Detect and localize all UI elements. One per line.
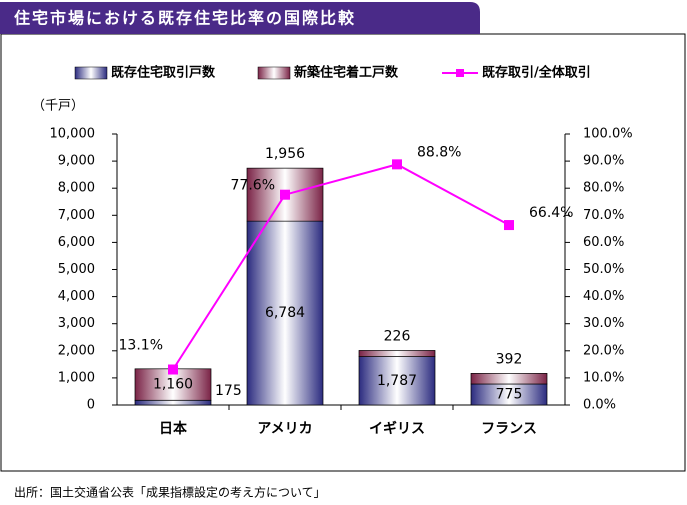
data-label: 175 <box>215 383 242 399</box>
x-tick-label: イギリス <box>369 420 425 437</box>
ratio-line <box>172 163 510 371</box>
y2-tick-label: 0.0% <box>583 398 616 413</box>
x-tick-label: 日本 <box>159 420 188 437</box>
y-tick-label: 1,000 <box>58 370 95 385</box>
y2-tick-label: 70.0% <box>583 208 624 223</box>
ratio-marker <box>280 189 290 200</box>
y2-tick-label: 80.0% <box>583 181 624 196</box>
data-label: 1,956 <box>265 146 305 162</box>
bar-segment <box>246 220 324 406</box>
y2-tick-label: 100.0% <box>583 127 633 142</box>
ratio-label: 77.6% <box>231 178 275 194</box>
data-label: 226 <box>384 328 411 344</box>
ratio-label: 66.4% <box>529 205 573 221</box>
y-tick-label: 8,000 <box>58 181 95 196</box>
data-label: 1,160 <box>153 377 193 393</box>
y-tick-label: 9,000 <box>58 154 95 169</box>
y2-tick-label: 20.0% <box>583 343 624 358</box>
ratio-label: 88.8% <box>417 144 461 160</box>
ratio-marker <box>504 220 514 231</box>
y2-tick-label: 60.0% <box>583 235 624 250</box>
y-tick-label: 5,000 <box>58 262 95 277</box>
y-tick-label: 7,000 <box>58 208 95 223</box>
y-tick-label: 0 <box>87 398 95 413</box>
chart-frame <box>0 33 686 472</box>
x-tick-label: アメリカ <box>257 421 312 437</box>
y2-tick-label: 30.0% <box>583 316 624 331</box>
source-note: 出所：国土交通省公表「成果指標設定の考え方について」 <box>14 485 326 500</box>
bar-segment <box>470 373 548 385</box>
legend-label: 新築住宅着工戸数 <box>294 65 399 81</box>
data-label: 1,787 <box>377 373 417 389</box>
legend-label: 既存住宅取引戸数 <box>111 65 216 81</box>
y2-tick-label: 40.0% <box>583 289 624 304</box>
legend-marker <box>456 69 464 77</box>
y-axis-label: （千戸） <box>32 99 84 114</box>
data-label: 775 <box>496 386 523 402</box>
ratio-marker <box>168 364 178 375</box>
data-label: 392 <box>496 351 523 367</box>
ratio-label: 13.1% <box>119 337 163 353</box>
y2-tick-label: 90.0% <box>583 154 624 169</box>
ratio-marker <box>392 159 402 170</box>
y-tick-label: 3,000 <box>58 316 95 331</box>
bar-segment <box>358 350 436 357</box>
y-tick-label: 10,000 <box>50 127 96 142</box>
title-tab <box>0 2 480 34</box>
bar-segment <box>358 356 436 406</box>
legend-label: 既存取引/全体取引 <box>482 65 591 81</box>
y-tick-label: 4,000 <box>58 289 95 304</box>
y2-tick-label: 50.0% <box>583 262 624 277</box>
x-tick-label: フランス <box>481 421 537 437</box>
legend-swatch <box>74 66 108 80</box>
y-tick-label: 6,000 <box>58 235 95 250</box>
y2-tick-label: 10.0% <box>583 370 624 385</box>
bar-segment <box>134 399 212 406</box>
data-label: 6,784 <box>265 305 305 321</box>
chart-title: 住宅市場における既存住宅比率の国際比較 <box>14 9 356 28</box>
y-tick-label: 2,000 <box>58 343 95 358</box>
legend-swatch <box>257 66 291 80</box>
